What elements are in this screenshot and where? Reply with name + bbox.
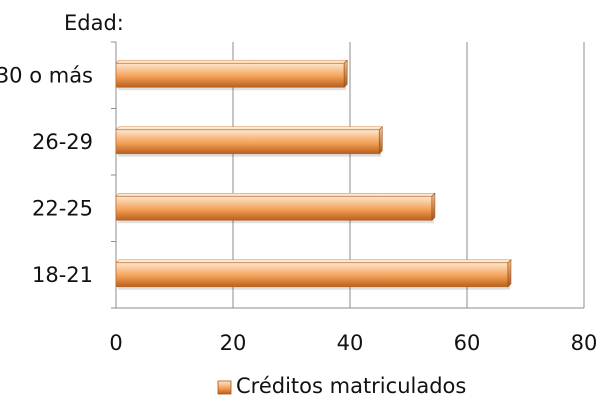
x-tick-label: 40 bbox=[337, 331, 364, 355]
bar-end-cap bbox=[378, 126, 383, 155]
bar-end-cap bbox=[507, 259, 512, 288]
bar-main-face bbox=[115, 129, 380, 155]
bar-main-face bbox=[115, 195, 433, 221]
bar-end-cap bbox=[431, 192, 436, 221]
bar-top-face bbox=[115, 126, 383, 131]
bar-main-face bbox=[115, 262, 509, 288]
bar bbox=[115, 192, 436, 224]
bar-top-face bbox=[115, 59, 348, 64]
bar bbox=[115, 59, 348, 91]
y-tick-label: 18-21 bbox=[32, 263, 93, 287]
bar-top-face bbox=[115, 259, 512, 264]
bar-top-face bbox=[115, 192, 436, 197]
y-tick-label: 22-25 bbox=[32, 196, 93, 220]
bar-end-cap bbox=[343, 59, 348, 88]
legend-swatch bbox=[217, 380, 232, 395]
x-tick-label: 80 bbox=[571, 331, 598, 355]
y-tick-label: 30 o más bbox=[0, 63, 93, 87]
x-tick-label: 20 bbox=[220, 331, 247, 355]
x-tick-label: 60 bbox=[454, 331, 481, 355]
bars-layer bbox=[115, 59, 512, 290]
bar-main-face bbox=[115, 62, 345, 88]
x-tick-label: 0 bbox=[109, 331, 122, 355]
y-tick-label: 26-29 bbox=[32, 130, 93, 154]
legend: Créditos matriculados bbox=[217, 374, 466, 398]
legend-label: Créditos matriculados bbox=[236, 374, 466, 398]
bar bbox=[115, 126, 383, 157]
bar bbox=[115, 259, 512, 290]
chart-title: Edad: bbox=[64, 11, 124, 35]
labels-layer: 0 20 40 60 80 18-21 22-25 26-29 30 o más bbox=[0, 63, 597, 355]
